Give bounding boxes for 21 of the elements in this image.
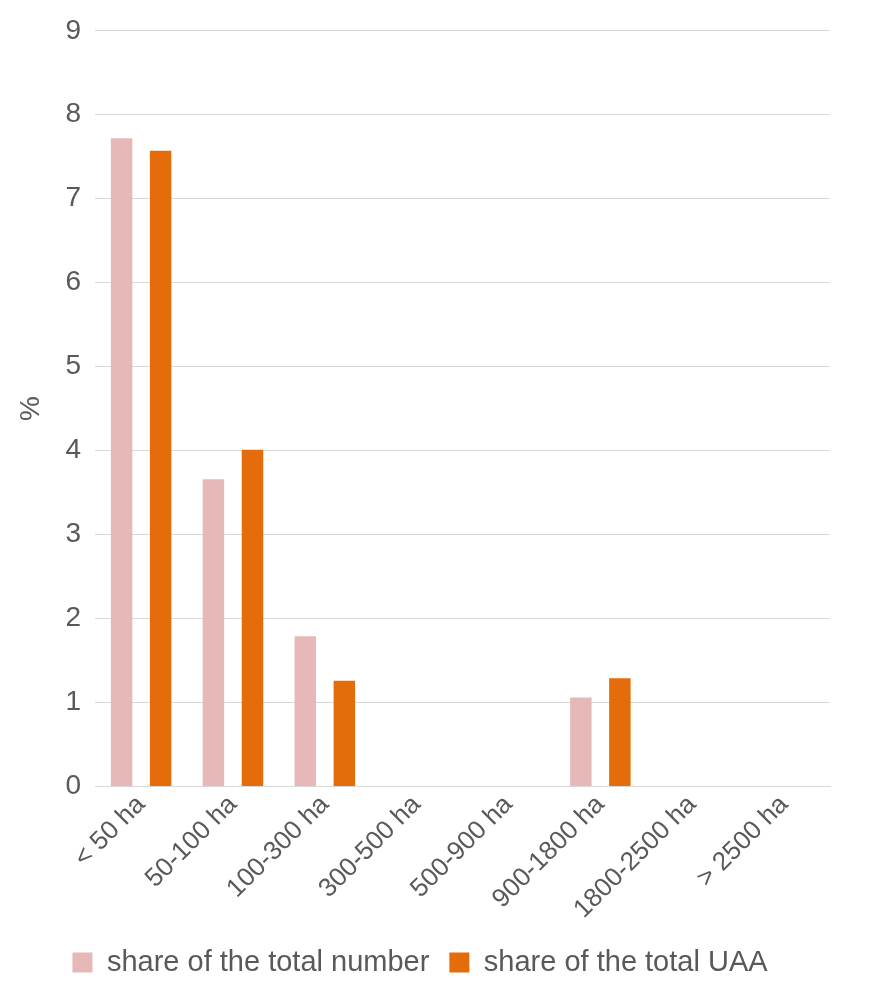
bar — [333, 680, 356, 786]
y-tick-label: 1 — [65, 685, 82, 717]
y-tick-label: 5 — [65, 349, 82, 381]
bar — [294, 636, 317, 786]
y-tick-label: 4 — [65, 433, 82, 465]
y-tick-label: 2 — [65, 601, 82, 633]
bar — [241, 449, 264, 786]
bar — [149, 150, 172, 786]
y-axis-title: % — [13, 396, 45, 422]
bar — [202, 479, 225, 786]
y-tick-label: 0 — [65, 769, 82, 801]
legend-label: share of the total number — [106, 944, 430, 977]
y-tick-label: 8 — [65, 97, 82, 129]
y-tick-label: 7 — [65, 181, 82, 213]
y-tick-label: 9 — [65, 13, 82, 45]
y-tick-label: 6 — [65, 265, 82, 297]
bar — [110, 138, 133, 786]
y-tick-label: 3 — [65, 517, 82, 549]
bar — [570, 697, 592, 786]
legend-label: share of the total UAA — [483, 944, 769, 977]
bar — [609, 678, 631, 786]
